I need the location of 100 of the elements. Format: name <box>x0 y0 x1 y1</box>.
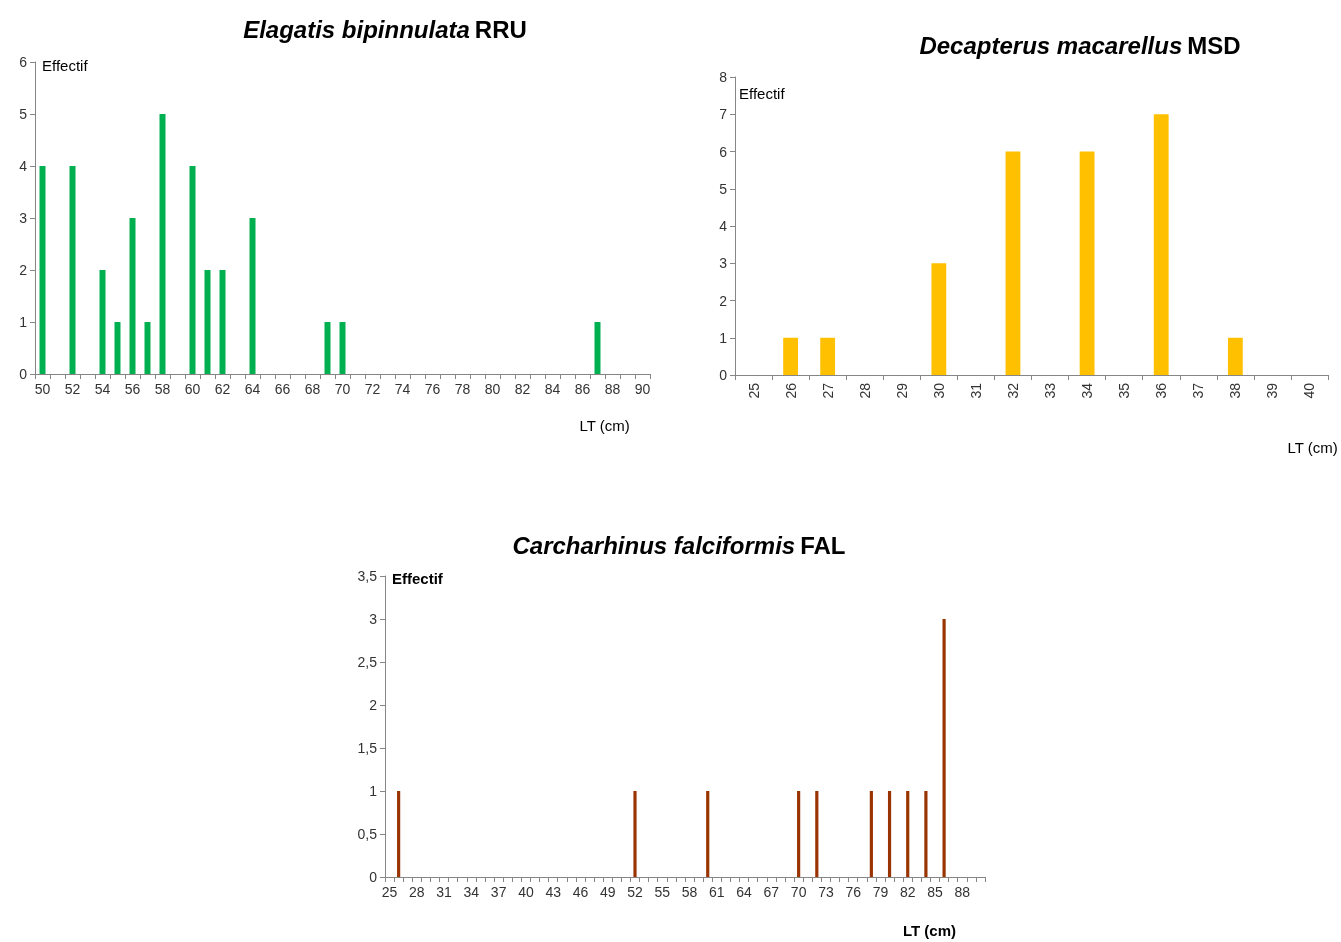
bar <box>204 270 211 374</box>
x-tick-label: 73 <box>818 884 834 900</box>
x-tick-label: 88 <box>604 381 621 397</box>
x-tick-label: 26 <box>782 382 799 399</box>
y-tick-label: 3 <box>19 210 28 226</box>
y-tick-label: 0 <box>369 869 378 885</box>
x-tick-label: 56 <box>124 381 141 397</box>
bar <box>159 114 166 374</box>
x-tick-label: 64 <box>736 884 753 900</box>
x-tick-label: 37 <box>490 884 507 900</box>
x-tick-label: 72 <box>364 381 381 397</box>
y-tick-label: 6 <box>19 54 28 70</box>
bar <box>249 218 256 374</box>
x-tick-label: 34 <box>1079 382 1096 399</box>
x-tick-label: 31 <box>436 884 453 900</box>
y-tick-label: 5 <box>19 106 28 122</box>
bar <box>1005 151 1021 375</box>
y-tick-label: 0,5 <box>357 826 378 842</box>
x-tick-label: 60 <box>184 381 201 397</box>
y-tick-label: 1,5 <box>357 740 378 756</box>
bar <box>99 270 106 374</box>
y-tick-label: 1 <box>369 783 378 799</box>
bar <box>339 322 346 374</box>
y-tick-label: 3,5 <box>357 568 378 584</box>
bar <box>1153 114 1169 375</box>
x-tick-label: 68 <box>304 381 321 397</box>
x-tick-label: 25 <box>745 382 762 399</box>
bar <box>783 337 799 375</box>
x-tick-label: 70 <box>334 381 351 397</box>
y-tick-label: 7 <box>719 106 728 123</box>
x-tick-label: 40 <box>518 884 534 900</box>
x-tick-label: 49 <box>599 884 616 900</box>
x-tick-label: 31 <box>967 382 984 399</box>
x-tick-label: 46 <box>572 884 589 900</box>
y-tick-label: 2 <box>719 292 728 309</box>
x-tick-label: 58 <box>154 381 171 397</box>
x-tick-label: 90 <box>634 381 651 397</box>
y-axis-title: Effectif <box>392 570 444 587</box>
x-tick-label: 62 <box>214 381 231 397</box>
bar <box>931 263 947 375</box>
x-tick-label: 80 <box>484 381 501 397</box>
x-tick-label: 35 <box>1116 382 1133 399</box>
x-tick-label: 70 <box>790 884 807 900</box>
bar <box>189 166 196 374</box>
x-axis-title: LT (cm) <box>1287 439 1338 456</box>
x-tick-label: 32 <box>1004 382 1021 399</box>
bar <box>129 218 136 374</box>
y-tick-label: 1 <box>19 314 28 330</box>
x-tick-label: 33 <box>1042 382 1059 399</box>
x-tick-label: 78 <box>454 381 471 397</box>
chart-title: Decapterus macarellus MSD <box>919 31 1241 59</box>
x-tick-label: 28 <box>856 382 873 399</box>
x-tick-label: 76 <box>424 381 441 397</box>
x-tick-label: 82 <box>514 381 531 397</box>
x-tick-label: 88 <box>954 884 971 900</box>
bar <box>39 166 46 374</box>
x-tick-label: 74 <box>394 381 411 397</box>
bar <box>820 337 836 375</box>
y-tick-label: 2 <box>19 262 28 278</box>
x-tick-label: 85 <box>927 884 943 900</box>
y-tick-label: 5 <box>719 180 728 197</box>
y-tick-label: 2,5 <box>357 654 378 670</box>
x-tick-label: 34 <box>463 884 480 900</box>
x-tick-label: 30 <box>930 382 947 399</box>
bar <box>594 322 601 374</box>
x-tick-label: 50 <box>34 381 51 397</box>
x-tick-label: 52 <box>64 381 81 397</box>
y-tick-label: 8 <box>719 69 728 85</box>
x-tick-label: 64 <box>244 381 261 397</box>
x-axis-title: LT (cm) <box>579 417 630 434</box>
x-tick-label: 39 <box>1264 382 1281 399</box>
x-tick-label: 38 <box>1227 382 1244 399</box>
x-tick-label: 66 <box>274 381 291 397</box>
bar <box>1227 337 1243 375</box>
chart-title: Elagatis bipinnulata RRU <box>243 15 527 43</box>
x-tick-label: 25 <box>381 884 398 900</box>
y-tick-label: 0 <box>19 366 28 382</box>
bar <box>69 166 76 374</box>
x-tick-label: 52 <box>627 884 643 900</box>
y-tick-label: 4 <box>719 218 728 234</box>
x-tick-label: 67 <box>763 884 780 900</box>
y-tick-label: 2 <box>369 697 378 713</box>
bar <box>114 322 121 374</box>
x-tick-label: 27 <box>819 382 836 399</box>
bar <box>1079 151 1095 375</box>
x-tick-label: 55 <box>654 884 671 900</box>
x-tick-label: 76 <box>845 884 862 900</box>
x-tick-label: 84 <box>544 381 561 397</box>
x-axis-title: LT (cm) <box>902 922 957 939</box>
x-tick-label: 40 <box>1301 382 1318 399</box>
x-tick-label: 43 <box>545 884 562 900</box>
y-tick-label: 6 <box>719 143 728 160</box>
bar <box>219 270 226 374</box>
y-tick-label: 3 <box>719 255 728 272</box>
y-tick-label: 4 <box>19 158 28 174</box>
y-tick-label: 3 <box>369 611 378 627</box>
x-tick-label: 36 <box>1153 382 1170 399</box>
x-tick-label: 54 <box>94 381 111 397</box>
chart-title: Carcharhinus falciformis FAL <box>512 531 846 559</box>
x-tick-label: 61 <box>709 884 725 900</box>
